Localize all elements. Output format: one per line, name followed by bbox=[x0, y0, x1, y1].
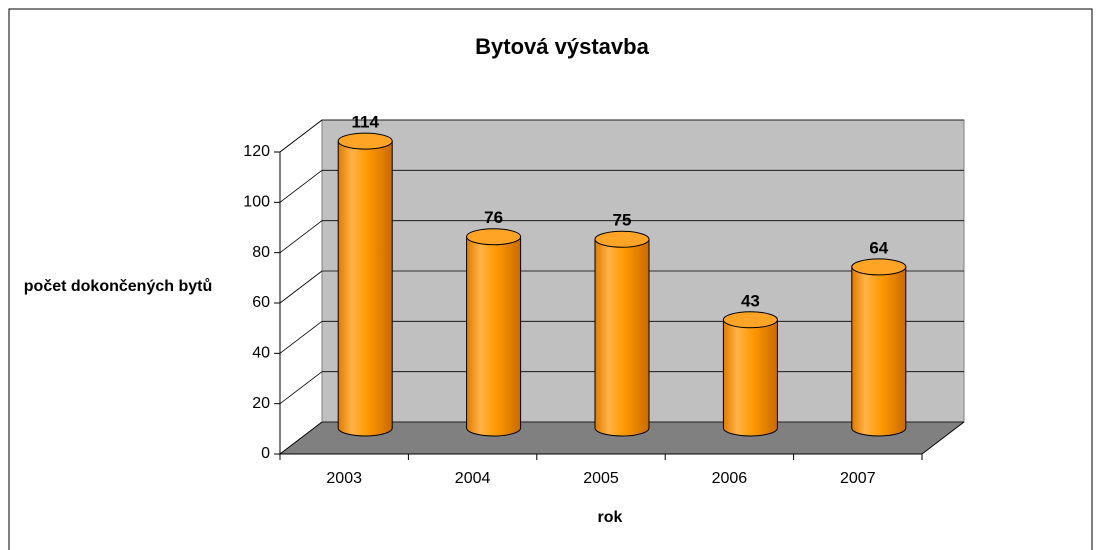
y-tick-label: 20 bbox=[252, 395, 270, 412]
y-tick-label: 120 bbox=[243, 143, 270, 160]
value-label: 64 bbox=[869, 238, 888, 257]
grid-line-side bbox=[279, 119, 323, 153]
grid-line-side bbox=[279, 321, 323, 354]
bar bbox=[851, 258, 907, 437]
x-tick-label: 2006 bbox=[712, 470, 748, 487]
floor bbox=[280, 422, 964, 454]
x-axis-label: rok bbox=[598, 509, 623, 526]
value-label: 76 bbox=[484, 208, 503, 227]
x-tick-label: 2003 bbox=[326, 470, 362, 487]
grid-line-side bbox=[279, 270, 323, 304]
y-axis-label: počet dokončených bytů bbox=[23, 278, 213, 295]
value-label: 75 bbox=[613, 211, 632, 230]
bar-top bbox=[337, 132, 393, 150]
bar-body bbox=[851, 266, 907, 437]
grid-line-side bbox=[279, 220, 323, 253]
bar bbox=[337, 132, 393, 437]
value-label: 43 bbox=[741, 291, 760, 310]
bar-top bbox=[466, 228, 522, 246]
value-label: 114 bbox=[351, 113, 379, 132]
y-tick-label: 60 bbox=[252, 294, 270, 311]
grid-line-side bbox=[279, 371, 323, 404]
bar-top bbox=[594, 230, 650, 248]
grid-line-side bbox=[279, 170, 323, 203]
bar-body bbox=[337, 140, 393, 437]
chart-border bbox=[8, 8, 1093, 550]
x-axis-edge bbox=[921, 421, 965, 455]
bar bbox=[722, 311, 778, 437]
y-tick-label: 0 bbox=[261, 445, 270, 462]
bar bbox=[466, 228, 522, 437]
bar bbox=[594, 230, 650, 437]
bar-top bbox=[851, 258, 907, 276]
y-tick-label: 80 bbox=[252, 244, 270, 261]
x-tick-label: 2007 bbox=[840, 470, 876, 487]
x-tick-label: 2005 bbox=[583, 470, 619, 487]
x-tick-label: 2004 bbox=[455, 470, 491, 487]
bar-body bbox=[594, 238, 650, 437]
y-tick-label: 100 bbox=[243, 194, 270, 211]
bar-top bbox=[722, 311, 778, 329]
y-tick-label: 40 bbox=[252, 345, 270, 362]
bar-body bbox=[722, 319, 778, 437]
chart-title: Bytová výstavba bbox=[475, 34, 649, 59]
grid-line-side bbox=[279, 421, 323, 455]
bar-body bbox=[466, 236, 522, 437]
